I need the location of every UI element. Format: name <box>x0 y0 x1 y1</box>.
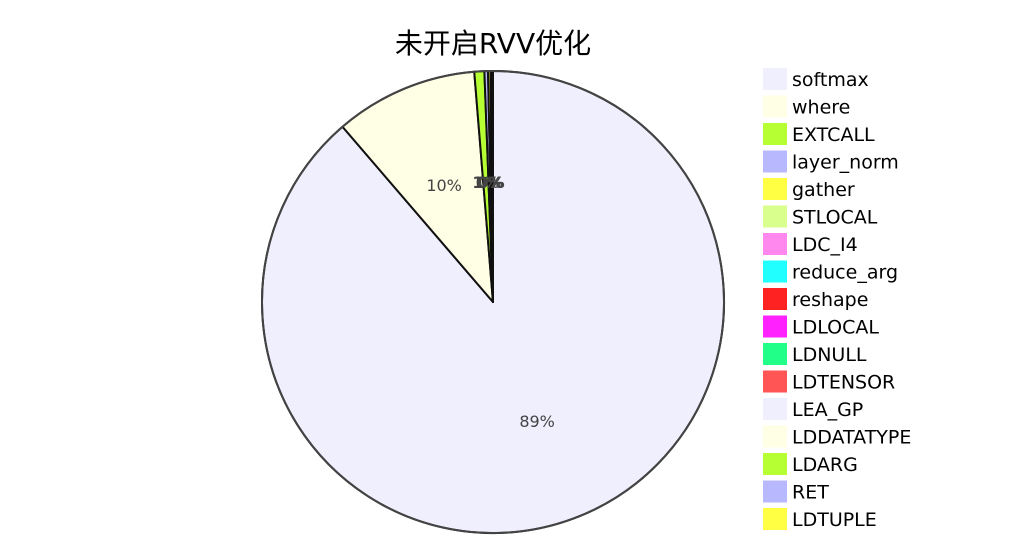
legend-label-lea-gp: LEA_GP <box>792 399 863 421</box>
legend-item-softmax[interactable]: softmax <box>763 68 869 91</box>
legend-label-ldtensor: LDTENSOR <box>792 372 895 394</box>
legend-swatch-ret <box>763 480 787 503</box>
legend-item-extcall[interactable]: EXTCALL <box>763 123 875 146</box>
pie-outline <box>261 70 725 534</box>
legend-item-ldarg[interactable]: LDARG <box>763 453 858 476</box>
legend-item-ldtuple[interactable]: LDTUPLE <box>763 508 877 531</box>
legend-item-ret[interactable]: RET <box>763 480 829 504</box>
legend-item-reduce-arg[interactable]: reduce_arg <box>763 260 898 284</box>
legend-swatch-where <box>763 95 787 118</box>
slice-label-gather: 0% <box>478 173 505 192</box>
chart-title: 未开启RVV优化 <box>395 27 591 60</box>
legend-item-stlocal[interactable]: STLOCAL <box>763 205 878 229</box>
legend-swatch-ldtensor <box>763 370 787 393</box>
legend-item-ldnull[interactable]: LDNULL <box>763 343 867 366</box>
legend-item-layer-norm[interactable]: layer_norm <box>763 150 899 174</box>
legend-label-ldc-i4: LDC_I4 <box>792 234 858 256</box>
legend-swatch-lddatatype <box>763 425 787 448</box>
legend-item-gather[interactable]: gather <box>763 178 855 201</box>
legend-label-ldarg: LDARG <box>792 454 858 476</box>
slice-labels: 89%10% 1%0%0% <box>426 173 555 431</box>
legend-label-reshape: reshape <box>792 289 868 311</box>
legend-swatch-ldtuple <box>763 508 787 530</box>
legend-item-lddatatype[interactable]: LDDATATYPE <box>763 425 911 449</box>
legend-swatch-ldnull <box>763 343 787 365</box>
legend-item-where[interactable]: where <box>763 95 850 119</box>
slice-label-layer-norm: 0% <box>476 173 503 192</box>
legend-label-ldtuple: LDTUPLE <box>792 509 877 531</box>
legend-label-ret: RET <box>792 482 829 504</box>
legend-label-reduce-arg: reduce_arg <box>792 262 898 284</box>
legend-label-gather: gather <box>792 179 855 201</box>
legend-swatch-ldlocal <box>763 315 787 338</box>
slice-label-extcall: 1% <box>472 173 499 192</box>
legend-label-ldlocal: LDLOCAL <box>792 317 879 339</box>
legend-swatch-gather <box>763 178 787 200</box>
legend-item-ldtensor[interactable]: LDTENSOR <box>763 370 895 394</box>
legend-label-extcall: EXTCALL <box>792 124 875 146</box>
legend-label-where: where <box>792 97 850 119</box>
legend-label-stlocal: STLOCAL <box>792 207 878 229</box>
legend-swatch-reduce-arg <box>763 260 787 283</box>
legend-label-layer-norm: layer_norm <box>792 152 899 174</box>
legend-swatch-stlocal <box>763 205 787 228</box>
pie-slices <box>261 69 725 534</box>
legend-swatch-extcall <box>763 123 787 145</box>
legend-item-ldc-i4[interactable]: LDC_I4 <box>763 233 858 256</box>
legend-label-softmax: softmax <box>792 69 869 91</box>
legend-label-lddatatype: LDDATATYPE <box>792 427 911 449</box>
slice-label-softmax: 89% <box>519 412 555 431</box>
legend-swatch-layer-norm <box>763 150 787 173</box>
legend-item-ldlocal[interactable]: LDLOCAL <box>763 315 879 339</box>
legend-label-ldnull: LDNULL <box>792 344 867 366</box>
legend-swatch-softmax <box>763 68 787 90</box>
legend-swatch-lea-gp <box>763 398 787 420</box>
legend-swatch-ldc-i4 <box>763 233 787 255</box>
legend-item-lea-gp[interactable]: LEA_GP <box>763 398 863 421</box>
legend-swatch-ldarg <box>763 453 787 475</box>
legend-item-reshape[interactable]: reshape <box>763 288 868 311</box>
legend-swatch-reshape <box>763 288 787 310</box>
slice-label-where: 10% <box>426 176 462 195</box>
